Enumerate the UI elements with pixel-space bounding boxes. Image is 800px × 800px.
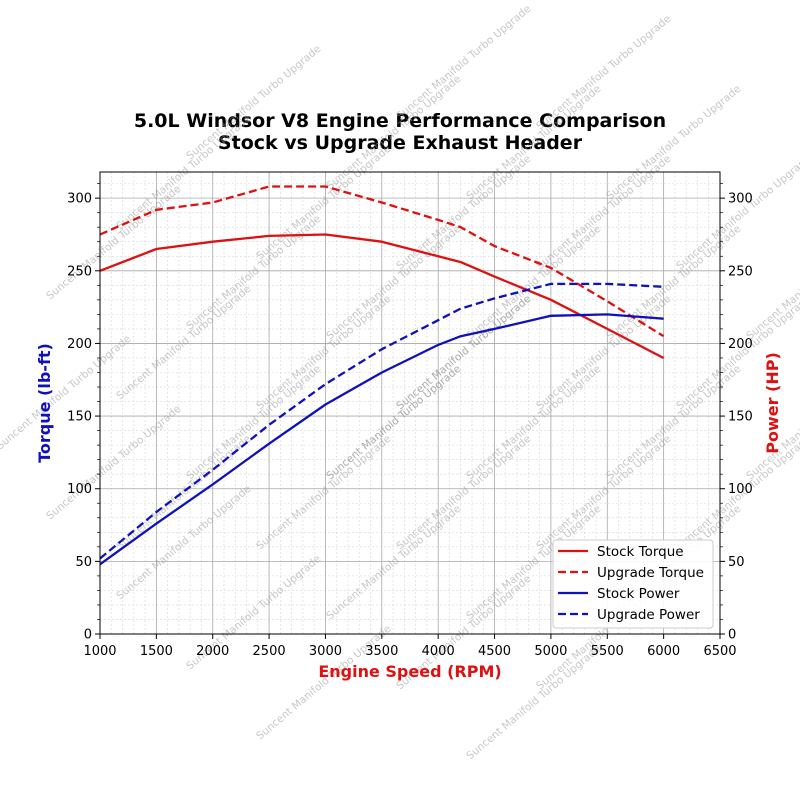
series-lines (99, 185, 665, 566)
y-axis-label-left: Torque (lb-ft) (35, 343, 54, 463)
axis-ticks: 1000 1500 2000 2500 3000 3500 4000 4500 5000 5500… (67, 183, 753, 659)
y-tick-label-left: 250 (67, 264, 92, 279)
y-tick-label-right: 0 (728, 628, 736, 643)
chart-title-line-2: Stock vs Upgrade Exhaust Header (218, 132, 583, 154)
series-line-upgrade-power (99, 282, 664, 560)
plot-frame (99, 171, 721, 635)
x-tick-label: 1500 (140, 644, 173, 659)
x-tick-label: 3000 (309, 644, 342, 659)
x-tick-label: 2500 (253, 644, 286, 659)
x-tick-label: 2000 (196, 644, 229, 659)
chart-title-line-1: 5.0L Windsor V8 Engine Performance Compa… (134, 110, 666, 132)
legend-label: Stock Torque (597, 544, 684, 560)
x-tick-label: 6000 (647, 644, 680, 659)
legend: Stock Torque Upgrade Torque Stock Power Upg… (552, 539, 714, 629)
y-axis-label-right: Power (HP) (763, 352, 782, 454)
x-tick-label: 6500 (703, 644, 736, 659)
x-axis-label: Engine Speed (RPM) (318, 662, 501, 681)
series-line-stock-torque (99, 233, 665, 360)
series-line-stock-power (99, 313, 664, 566)
legend-label: Stock Power (597, 586, 680, 602)
y-tick-label-right: 300 (728, 192, 753, 207)
y-tick-label-left: 0 (84, 628, 92, 643)
x-tick-label: 5000 (534, 644, 567, 659)
x-tick-label: 3500 (365, 644, 398, 659)
y-tick-label-right: 150 (728, 410, 753, 425)
y-tick-label-right: 100 (728, 482, 753, 497)
x-tick-label: 4500 (478, 644, 511, 659)
y-tick-label-left: 50 (75, 555, 92, 570)
y-tick-label-left: 300 (67, 192, 92, 207)
legend-label: Upgrade Power (597, 607, 700, 623)
y-tick-label-right: 250 (728, 264, 753, 279)
y-tick-label-left: 200 (67, 337, 92, 352)
series-line-upgrade-torque (99, 185, 665, 338)
legend-box (552, 539, 714, 629)
y-tick-label-left: 100 (67, 482, 92, 497)
x-tick-label: 1000 (83, 644, 116, 659)
legend-label: Upgrade Torque (597, 565, 704, 581)
x-tick-label: 5500 (591, 644, 624, 659)
y-tick-label-right: 200 (728, 337, 753, 352)
x-tick-label: 4000 (422, 644, 455, 659)
y-tick-label-left: 150 (67, 410, 92, 425)
y-tick-label-right: 50 (728, 555, 745, 570)
